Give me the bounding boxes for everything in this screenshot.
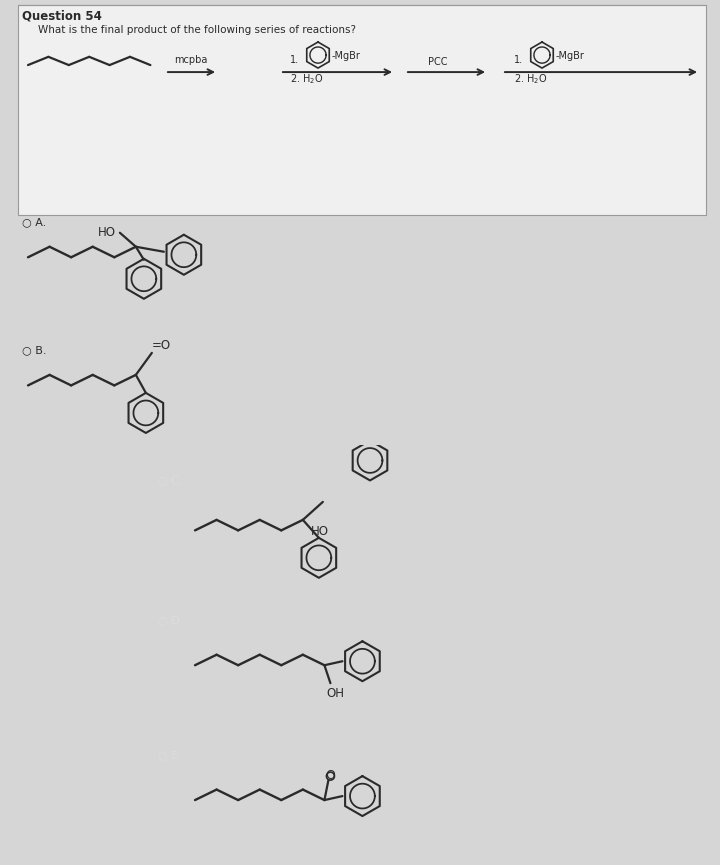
- Text: 2. H$_2$O: 2. H$_2$O: [514, 72, 548, 86]
- Text: ○ D.: ○ D.: [158, 615, 184, 625]
- Text: O: O: [325, 769, 336, 782]
- Text: OH: OH: [326, 687, 344, 700]
- Text: -MgBr: -MgBr: [556, 51, 585, 61]
- Text: PCC: PCC: [428, 57, 448, 67]
- Text: =O: =O: [152, 339, 171, 352]
- Text: HO: HO: [98, 227, 116, 240]
- Text: ○ E.: ○ E.: [158, 750, 182, 760]
- Text: What is the final product of the following series of reactions?: What is the final product of the followi…: [38, 25, 356, 35]
- Text: 1.: 1.: [290, 55, 299, 65]
- Bar: [18, 5, 706, 215]
- Text: ○ A.: ○ A.: [22, 217, 46, 227]
- Text: 1.: 1.: [514, 55, 523, 65]
- Text: 2. H$_2$O: 2. H$_2$O: [290, 72, 323, 86]
- Text: ○ B.: ○ B.: [22, 345, 47, 356]
- Text: HO: HO: [311, 525, 329, 538]
- Text: -MgBr: -MgBr: [332, 51, 361, 61]
- Text: ○ C.: ○ C.: [158, 476, 183, 485]
- Text: Question 54: Question 54: [22, 9, 102, 22]
- Text: mcpba: mcpba: [174, 55, 207, 65]
